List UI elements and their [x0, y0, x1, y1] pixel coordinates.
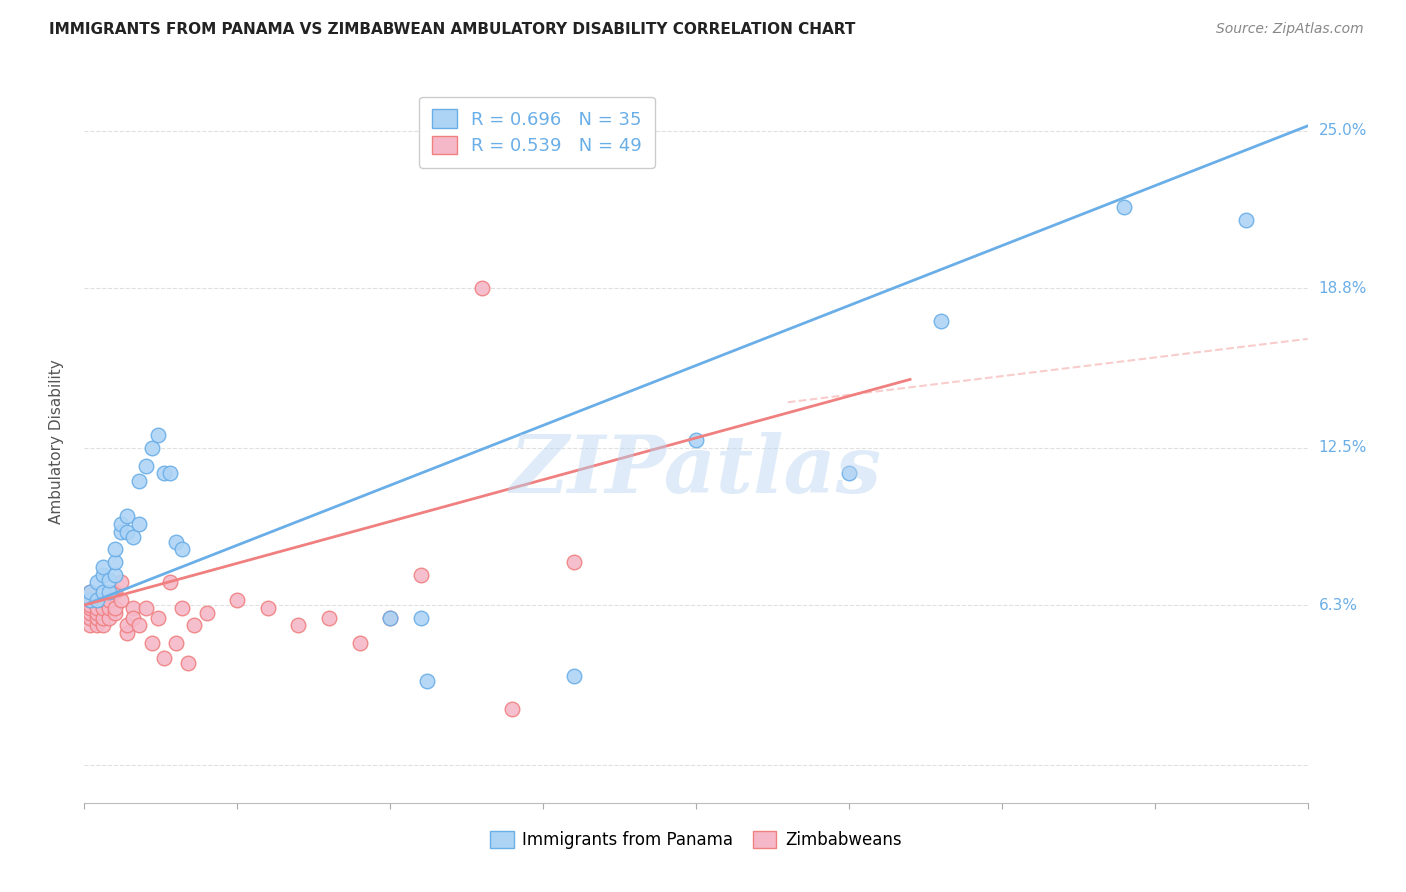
Point — [115, 524, 138, 539]
Point — [195, 606, 218, 620]
Point — [79, 618, 101, 632]
Point — [159, 467, 181, 481]
Point — [172, 542, 194, 557]
Point — [91, 593, 114, 607]
Point — [838, 467, 860, 481]
Point — [79, 585, 101, 599]
Point — [91, 560, 114, 574]
Point — [86, 593, 108, 607]
Point — [86, 575, 108, 590]
Text: ZIPatlas: ZIPatlas — [510, 432, 882, 509]
Text: 12.5%: 12.5% — [1319, 441, 1367, 456]
Point — [79, 611, 101, 625]
Point — [122, 530, 145, 544]
Point — [562, 555, 585, 569]
Point — [929, 314, 952, 328]
Point — [91, 600, 114, 615]
Point — [122, 600, 145, 615]
Point — [110, 593, 132, 607]
Point — [86, 600, 108, 615]
Point — [86, 606, 108, 620]
Point — [1114, 200, 1136, 214]
Point — [79, 585, 101, 599]
Point — [153, 467, 176, 481]
Point — [104, 542, 127, 557]
Text: 25.0%: 25.0% — [1319, 123, 1367, 138]
Point — [128, 474, 150, 488]
Point — [97, 600, 120, 615]
Point — [104, 567, 127, 582]
Point — [135, 458, 157, 473]
Point — [135, 600, 157, 615]
Point — [104, 600, 127, 615]
Point — [115, 626, 138, 640]
Point — [172, 600, 194, 615]
Y-axis label: Ambulatory Disability: Ambulatory Disability — [49, 359, 63, 524]
Point — [104, 585, 127, 599]
Point — [91, 585, 114, 599]
Point — [79, 593, 101, 607]
Point — [97, 585, 120, 599]
Point — [104, 555, 127, 569]
Point — [349, 636, 371, 650]
Point — [128, 516, 150, 531]
Point — [110, 575, 132, 590]
Point — [104, 606, 127, 620]
Point — [122, 611, 145, 625]
Point — [91, 611, 114, 625]
Point — [141, 441, 163, 455]
Point — [79, 600, 101, 615]
Point — [380, 611, 402, 625]
Point — [226, 593, 249, 607]
Point — [409, 611, 432, 625]
Point — [86, 611, 108, 625]
Point — [146, 428, 169, 442]
Point — [115, 509, 138, 524]
Point — [91, 567, 114, 582]
Point — [110, 524, 132, 539]
Point — [502, 702, 524, 716]
Point — [110, 516, 132, 531]
Point — [141, 636, 163, 650]
Text: IMMIGRANTS FROM PANAMA VS ZIMBABWEAN AMBULATORY DISABILITY CORRELATION CHART: IMMIGRANTS FROM PANAMA VS ZIMBABWEAN AMB… — [49, 22, 856, 37]
Point — [79, 593, 101, 607]
Point — [177, 657, 200, 671]
Point — [159, 575, 181, 590]
Point — [91, 618, 114, 632]
Point — [257, 600, 280, 615]
Point — [287, 618, 309, 632]
Text: Source: ZipAtlas.com: Source: ZipAtlas.com — [1216, 22, 1364, 37]
Point — [1236, 212, 1258, 227]
Legend: Immigrants from Panama, Zimbabweans: Immigrants from Panama, Zimbabweans — [484, 824, 908, 856]
Point — [146, 611, 169, 625]
Point — [562, 669, 585, 683]
Point — [79, 598, 101, 612]
Point — [380, 611, 402, 625]
Text: 18.8%: 18.8% — [1319, 281, 1367, 295]
Point — [685, 434, 707, 448]
Point — [416, 674, 439, 689]
Point — [97, 573, 120, 587]
Point — [97, 611, 120, 625]
Point — [409, 567, 432, 582]
Point — [79, 606, 101, 620]
Point — [165, 636, 187, 650]
Point — [165, 534, 187, 549]
Point — [318, 611, 340, 625]
Point — [128, 618, 150, 632]
Point — [86, 618, 108, 632]
Point — [115, 618, 138, 632]
Point — [86, 593, 108, 607]
Point — [471, 281, 494, 295]
Text: 6.3%: 6.3% — [1319, 598, 1358, 613]
Point — [183, 618, 205, 632]
Point — [97, 593, 120, 607]
Point — [153, 651, 176, 665]
